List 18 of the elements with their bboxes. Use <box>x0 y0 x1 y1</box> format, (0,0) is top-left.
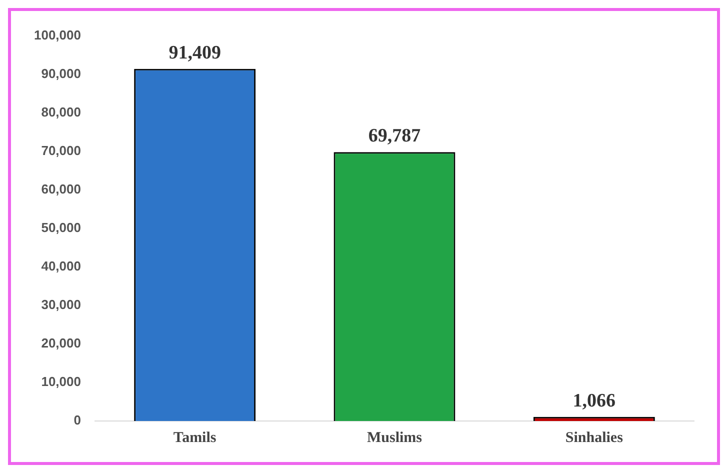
x-tick-label: Muslims <box>366 430 422 446</box>
y-tick-label: 40,000 <box>41 258 81 274</box>
data-label: 91,409 <box>168 42 221 64</box>
x-tick-label: Tamils <box>173 430 216 446</box>
data-label: 1,066 <box>572 390 616 412</box>
frame-border: Tamils Muslims Sinhalies 0 10,000 20,000 30,000 40,000 50,000 60,000 70,000 80,000 90,000 100,000 91,409 69,787 1,066 <box>8 8 720 465</box>
x-tick-label: Sinhalies <box>565 430 624 446</box>
y-tick-label: 100,000 <box>34 27 81 42</box>
y-tick-label: 50,000 <box>41 220 81 235</box>
y-tick-label: 60,000 <box>41 181 81 196</box>
y-tick-label: 20,000 <box>41 336 81 351</box>
y-tick-label: 90,000 <box>41 66 81 81</box>
y-tick-label: 10,000 <box>41 374 81 390</box>
data-label: 69,787 <box>368 126 422 147</box>
y-tick-label: 0 <box>74 412 81 428</box>
y-tick-label: 80,000 <box>41 104 81 120</box>
y-tick-label: 70,000 <box>41 142 81 158</box>
y-tick-label: 30,000 <box>41 297 81 312</box>
